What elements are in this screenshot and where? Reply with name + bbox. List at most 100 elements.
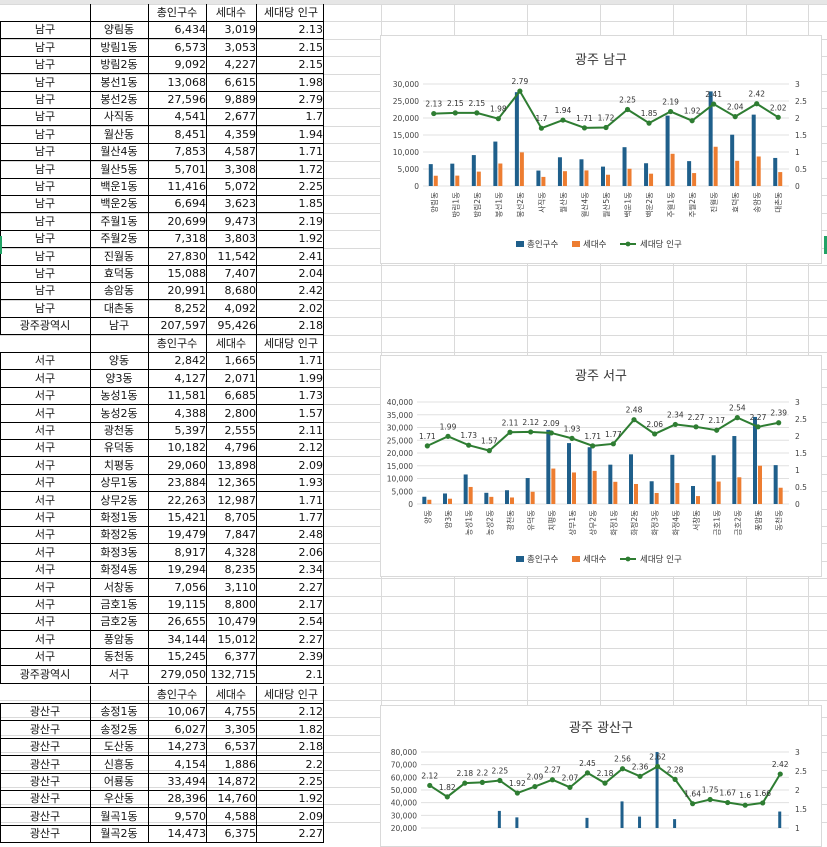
per-household-cell[interactable]: 1.77	[298, 511, 324, 524]
dong-cell[interactable]: 신흥동	[103, 758, 135, 771]
dong-cell[interactable]: 남구	[108, 319, 130, 332]
households-cell[interactable]: 14,760	[217, 792, 257, 805]
per-household-cell[interactable]: 2.17	[298, 598, 324, 611]
per-household-cell[interactable]: 2.41	[298, 250, 324, 263]
district-cell[interactable]: 서구	[34, 372, 56, 385]
district-cell[interactable]: 광산구	[29, 827, 61, 840]
district-cell[interactable]: 광산구	[29, 810, 61, 823]
households-cell[interactable]: 132,715	[210, 668, 257, 681]
district-cell[interactable]: 광주광역시	[19, 668, 71, 681]
per-household-cell[interactable]: 2.25	[298, 775, 324, 788]
population-cell[interactable]: 19,115	[167, 598, 207, 611]
dong-cell[interactable]: 동천동	[103, 650, 135, 663]
dong-cell[interactable]: 금호2동	[100, 615, 138, 628]
dong-cell[interactable]: 화정1동	[100, 511, 138, 524]
per-household-cell[interactable]: 2.27	[298, 633, 324, 646]
district-cell[interactable]: 서구	[34, 546, 56, 559]
population-cell[interactable]: 10,182	[167, 441, 207, 454]
per-household-cell[interactable]: 2.25	[298, 180, 324, 193]
header-cell[interactable]: 세대당 인구	[263, 688, 319, 701]
per-household-cell[interactable]: 1.94	[298, 128, 324, 141]
per-household-cell[interactable]: 2.09	[298, 810, 324, 823]
households-cell[interactable]: 6,377	[224, 650, 257, 663]
per-household-cell[interactable]: 2.79	[298, 93, 324, 106]
per-household-cell[interactable]: 2.15	[298, 58, 324, 71]
district-cell[interactable]: 남구	[34, 41, 56, 54]
dong-cell[interactable]: 방림1동	[100, 41, 138, 54]
dong-cell[interactable]: 유덕동	[103, 441, 135, 454]
dong-cell[interactable]: 사직동	[103, 110, 135, 123]
per-household-cell[interactable]: 1.73	[298, 389, 324, 402]
district-cell[interactable]: 남구	[34, 302, 56, 315]
households-cell[interactable]: 6,375	[224, 827, 257, 840]
dong-cell[interactable]: 주월2동	[100, 232, 138, 245]
dong-cell[interactable]: 월산동	[103, 128, 135, 141]
households-cell[interactable]: 15,012	[217, 633, 257, 646]
population-cell[interactable]: 4,541	[174, 110, 207, 123]
header-cell[interactable]	[90, 686, 148, 703]
households-cell[interactable]: 4,359	[224, 128, 257, 141]
district-cell[interactable]: 남구	[34, 145, 56, 158]
dong-cell[interactable]: 치평동	[103, 459, 135, 472]
population-cell[interactable]: 8,451	[174, 128, 207, 141]
dong-cell[interactable]: 서창동	[103, 581, 135, 594]
households-cell[interactable]: 6,615	[224, 76, 257, 89]
district-cell[interactable]: 서구	[34, 389, 56, 402]
households-cell[interactable]: 4,092	[224, 302, 257, 315]
households-cell[interactable]: 3,308	[224, 163, 257, 176]
per-household-cell[interactable]: 1.71	[298, 145, 324, 158]
population-cell[interactable]: 15,245	[167, 650, 207, 663]
dong-cell[interactable]: 도산동	[103, 740, 135, 753]
district-cell[interactable]: 서구	[34, 615, 56, 628]
population-cell[interactable]: 207,597	[160, 319, 207, 332]
dong-cell[interactable]: 진월동	[103, 250, 135, 263]
chart-seogu[interactable]: 광주 서구 0 5,000 10,000 15,000 20,000 25,000 30,00…	[380, 355, 822, 577]
households-cell[interactable]: 14,872	[217, 775, 257, 788]
population-cell[interactable]: 23,884	[167, 476, 207, 489]
dong-cell[interactable]: 방림2동	[100, 58, 138, 71]
district-cell[interactable]: 남구	[34, 76, 56, 89]
district-cell[interactable]: 광산구	[29, 792, 61, 805]
population-cell[interactable]: 6,694	[174, 197, 207, 210]
population-cell[interactable]: 6,434	[174, 23, 207, 36]
households-cell[interactable]: 3,803	[224, 232, 257, 245]
district-cell[interactable]: 남구	[34, 93, 56, 106]
chart-namgu[interactable]: 광주 남구 0 5,000 10,000 15,000 20,000 25,000 30,00…	[380, 35, 822, 264]
households-cell[interactable]: 4,227	[224, 58, 257, 71]
per-household-cell[interactable]: 1.7	[305, 110, 324, 123]
population-cell[interactable]: 28,396	[167, 792, 207, 805]
district-cell[interactable]: 서구	[34, 598, 56, 611]
population-cell[interactable]: 15,088	[167, 267, 207, 280]
households-cell[interactable]: 4,588	[224, 810, 257, 823]
per-household-cell[interactable]: 1.92	[298, 232, 324, 245]
dong-cell[interactable]: 주월1동	[100, 215, 138, 228]
per-household-cell[interactable]: 1.71	[298, 494, 324, 507]
district-cell[interactable]: 서구	[34, 441, 56, 454]
dong-cell[interactable]: 대촌동	[103, 302, 135, 315]
households-cell[interactable]: 9,889	[224, 93, 257, 106]
per-household-cell[interactable]: 1.82	[298, 723, 324, 736]
per-household-cell[interactable]: 2.34	[298, 563, 324, 576]
population-cell[interactable]: 14,273	[167, 740, 207, 753]
per-household-cell[interactable]: 1.93	[298, 476, 324, 489]
dong-cell[interactable]: 상무2동	[100, 494, 138, 507]
per-household-cell[interactable]: 2.27	[298, 581, 324, 594]
header-cell[interactable]	[90, 335, 148, 352]
district-cell[interactable]: 서구	[34, 563, 56, 576]
district-cell[interactable]: 서구	[34, 581, 56, 594]
district-cell[interactable]: 남구	[34, 250, 56, 263]
per-household-cell[interactable]: 2.2	[305, 758, 324, 771]
dong-cell[interactable]: 백운1동	[100, 180, 138, 193]
population-cell[interactable]: 13,068	[167, 76, 207, 89]
population-cell[interactable]: 4,127	[174, 372, 207, 385]
per-household-cell[interactable]: 2.42	[298, 284, 324, 297]
dong-cell[interactable]: 우산동	[103, 792, 135, 805]
households-cell[interactable]: 8,705	[224, 511, 257, 524]
header-cell[interactable]: 세대수	[215, 688, 247, 701]
district-cell[interactable]: 서구	[34, 354, 56, 367]
district-cell[interactable]: 서구	[34, 511, 56, 524]
per-household-cell[interactable]: 2.09	[298, 459, 324, 472]
header-cell[interactable]: 세대수	[215, 6, 247, 19]
dong-cell[interactable]: 송정2동	[100, 723, 138, 736]
dong-cell[interactable]: 봉선2동	[100, 93, 138, 106]
